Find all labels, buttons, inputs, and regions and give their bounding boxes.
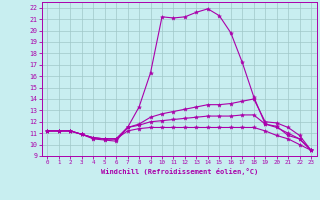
X-axis label: Windchill (Refroidissement éolien,°C): Windchill (Refroidissement éolien,°C) — [100, 168, 258, 175]
